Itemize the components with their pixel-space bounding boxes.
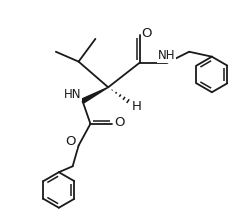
Text: O: O	[65, 135, 76, 148]
Text: NH: NH	[158, 49, 175, 62]
Polygon shape	[81, 87, 108, 103]
Text: O: O	[141, 27, 152, 41]
Text: H: H	[132, 100, 142, 113]
Text: O: O	[114, 116, 124, 129]
Text: HN: HN	[64, 88, 81, 101]
